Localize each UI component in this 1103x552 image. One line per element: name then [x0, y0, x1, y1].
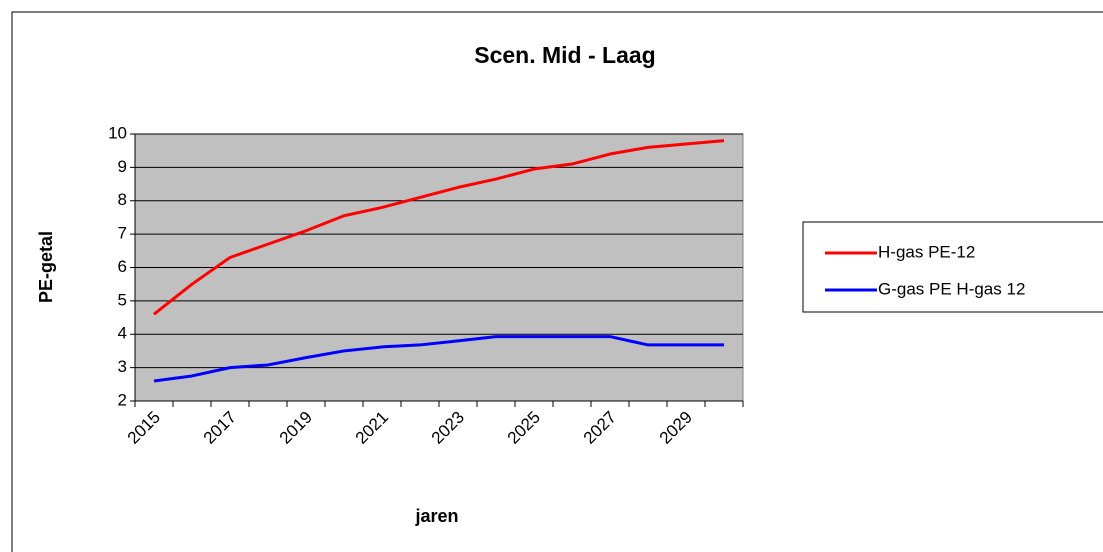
legend-box: [802, 221, 1103, 313]
chart-title: Scen. Mid - Laag: [474, 42, 655, 68]
y-tick-label: 8: [118, 190, 127, 209]
x-axis-label: jaren: [414, 506, 458, 526]
y-tick-label: 10: [108, 123, 127, 142]
y-tick-label: 4: [118, 324, 127, 343]
y-axis-label: PE-getal: [36, 231, 56, 303]
legend-label: H-gas PE-12: [878, 242, 975, 261]
legend-label: G-gas PE H-gas 12: [878, 279, 1025, 298]
y-tick-label: 9: [118, 157, 127, 176]
line-series: [153, 335, 724, 383]
y-tick-label: 2: [118, 390, 127, 409]
y-tick-label: 7: [118, 224, 127, 243]
line-series: [153, 139, 725, 316]
y-tick-label: 5: [118, 290, 127, 309]
y-tick-label: 6: [118, 257, 127, 276]
y-tick-label: 3: [118, 357, 127, 376]
